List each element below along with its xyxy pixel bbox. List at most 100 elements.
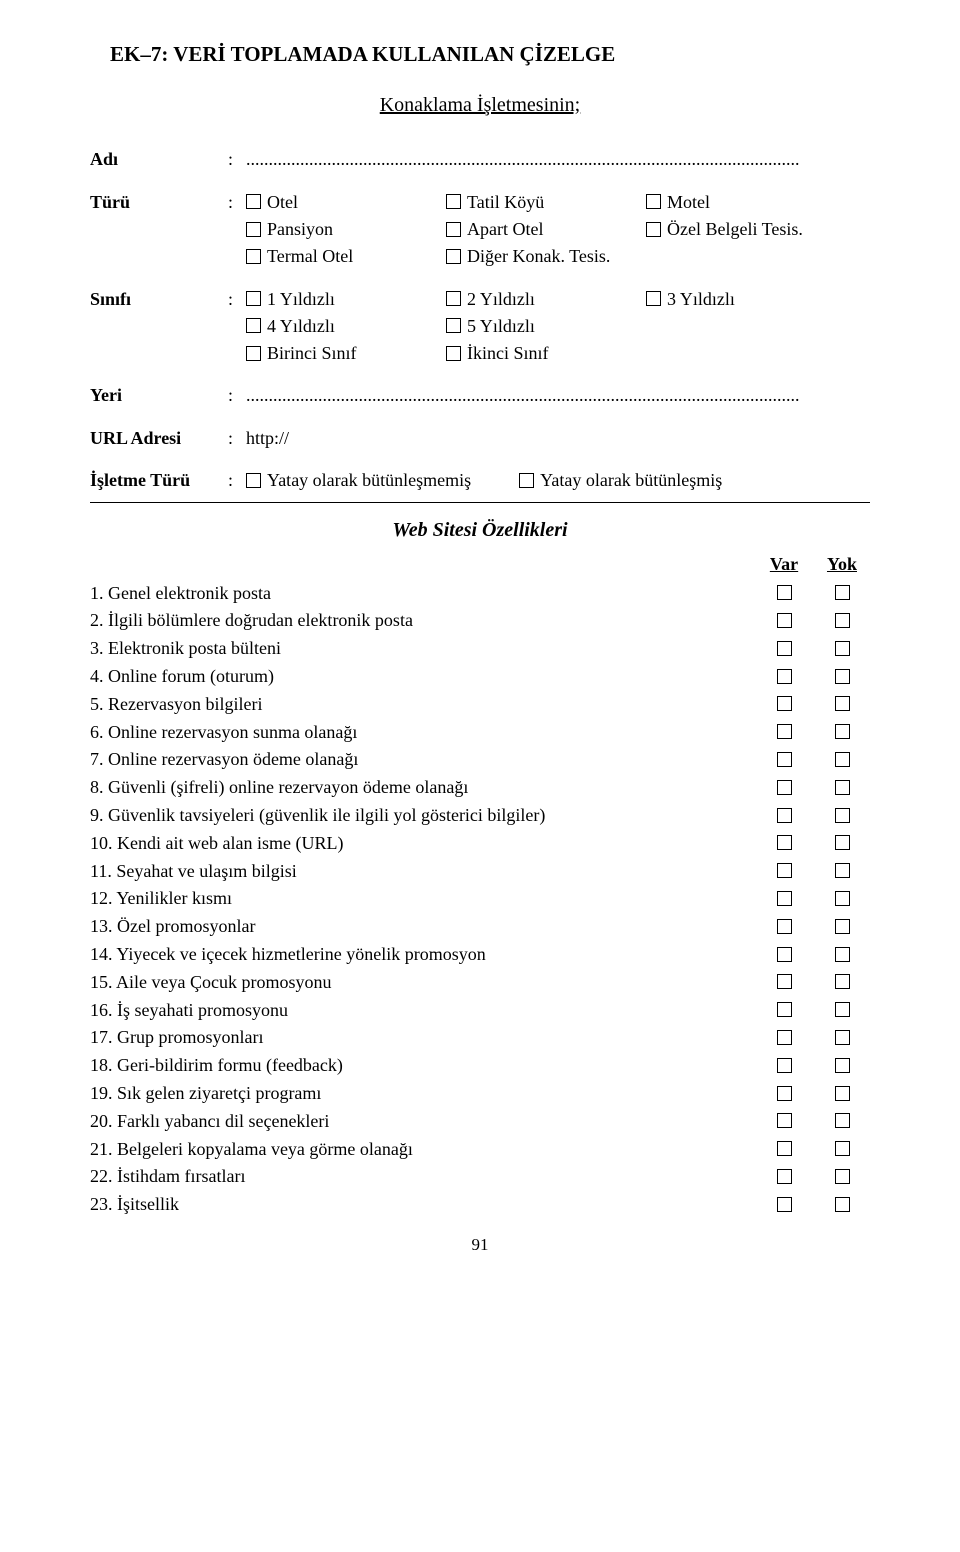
checkbox-icon[interactable] (246, 346, 261, 361)
checkbox-icon[interactable] (835, 1058, 850, 1073)
feature-row: 9. Güvenlik tavsiyeleri (güvenlik ile il… (90, 803, 870, 827)
checkbox-icon[interactable] (246, 194, 261, 209)
checkbox-icon[interactable] (835, 947, 850, 962)
checkbox-icon[interactable] (835, 613, 850, 628)
checkbox-icon[interactable] (835, 696, 850, 711)
checkbox-icon[interactable] (777, 808, 792, 823)
option[interactable]: 3 Yıldızlı (646, 287, 846, 311)
checkbox-icon[interactable] (246, 249, 261, 264)
checkbox-icon[interactable] (777, 947, 792, 962)
option[interactable]: Apart Otel (446, 217, 646, 241)
checkbox-icon[interactable] (777, 1058, 792, 1073)
checkbox-icon[interactable] (519, 473, 534, 488)
checkbox-icon[interactable] (246, 291, 261, 306)
option[interactable]: Otel (246, 190, 446, 214)
option (646, 341, 846, 365)
checkbox-icon[interactable] (835, 1141, 850, 1156)
option[interactable]: 4 Yıldızlı (246, 314, 446, 338)
checkbox-icon[interactable] (835, 1086, 850, 1101)
checkbox-icon[interactable] (835, 724, 850, 739)
checkbox-icon[interactable] (446, 249, 461, 264)
option[interactable]: İkinci Sınıf (446, 341, 646, 365)
checkbox-icon[interactable] (777, 1141, 792, 1156)
option (646, 314, 846, 338)
checkbox-icon[interactable] (835, 891, 850, 906)
option[interactable]: 1 Yıldızlı (246, 287, 446, 311)
option[interactable]: 2 Yıldızlı (446, 287, 646, 311)
checkbox-icon[interactable] (777, 585, 792, 600)
feature-var-cell (754, 1030, 814, 1045)
header-var: Var (754, 552, 814, 576)
page-title: EK–7: VERİ TOPLAMADA KULLANILAN ÇİZELGE (90, 40, 870, 68)
isletme-opt-1[interactable]: Yatay olarak bütünleşmemiş (246, 468, 471, 492)
feature-label: 11. Seyahat ve ulaşım bilgisi (90, 859, 754, 883)
feature-yok-cell (814, 1169, 870, 1184)
checkbox-icon[interactable] (777, 669, 792, 684)
checkbox-icon[interactable] (777, 835, 792, 850)
checkbox-icon[interactable] (835, 1002, 850, 1017)
checkbox-icon[interactable] (246, 222, 261, 237)
checkbox-icon[interactable] (835, 1169, 850, 1184)
value-adi[interactable]: ........................................… (246, 147, 870, 171)
checkbox-icon[interactable] (446, 222, 461, 237)
checkbox-icon[interactable] (835, 752, 850, 767)
feature-row: 3. Elektronik posta bülteni (90, 636, 870, 660)
checkbox-icon[interactable] (777, 1169, 792, 1184)
checkbox-icon[interactable] (777, 641, 792, 656)
option[interactable]: Pansiyon (246, 217, 446, 241)
checkbox-icon[interactable] (646, 194, 661, 209)
checkbox-icon[interactable] (835, 1113, 850, 1128)
checkbox-icon[interactable] (446, 346, 461, 361)
checkbox-icon[interactable] (835, 974, 850, 989)
checkbox-icon[interactable] (246, 318, 261, 333)
checkbox-icon[interactable] (777, 974, 792, 989)
checkbox-icon[interactable] (777, 1030, 792, 1045)
checkbox-icon[interactable] (646, 291, 661, 306)
checkbox-icon[interactable] (777, 613, 792, 628)
checkbox-icon[interactable] (835, 919, 850, 934)
checkbox-icon[interactable] (777, 724, 792, 739)
feature-yok-cell (814, 1113, 870, 1128)
value-url[interactable]: http:// (246, 426, 870, 450)
checkbox-icon[interactable] (777, 919, 792, 934)
feature-yok-cell (814, 974, 870, 989)
checkbox-icon[interactable] (835, 1030, 850, 1045)
option[interactable]: Motel (646, 190, 846, 214)
option[interactable]: Tatil Köyü (446, 190, 646, 214)
checkbox-icon[interactable] (246, 473, 261, 488)
colon: : (228, 287, 246, 366)
value-yeri[interactable]: ........................................… (246, 383, 870, 407)
option[interactable]: Birinci Sınıf (246, 341, 446, 365)
isletme-opt-2[interactable]: Yatay olarak bütünleşmiş (519, 468, 722, 492)
checkbox-icon[interactable] (777, 1002, 792, 1017)
option[interactable]: Termal Otel (246, 244, 446, 268)
checkbox-icon[interactable] (446, 318, 461, 333)
checkbox-icon[interactable] (835, 669, 850, 684)
checkbox-icon[interactable] (777, 1113, 792, 1128)
option[interactable]: 5 Yıldızlı (446, 314, 646, 338)
checkbox-icon[interactable] (835, 808, 850, 823)
feature-row: 22. İstihdam fırsatları (90, 1164, 870, 1188)
checkbox-icon[interactable] (835, 835, 850, 850)
checkbox-icon[interactable] (777, 696, 792, 711)
checkbox-icon[interactable] (835, 863, 850, 878)
checkbox-icon[interactable] (777, 780, 792, 795)
isletme-opt-2-label: Yatay olarak bütünleşmiş (540, 468, 722, 492)
option[interactable]: Özel Belgeli Tesis. (646, 217, 846, 241)
feature-var-cell (754, 808, 814, 823)
feature-yok-cell (814, 808, 870, 823)
checkbox-icon[interactable] (835, 1197, 850, 1212)
checkbox-icon[interactable] (646, 222, 661, 237)
checkbox-icon[interactable] (777, 891, 792, 906)
checkbox-icon[interactable] (835, 780, 850, 795)
checkbox-icon[interactable] (835, 641, 850, 656)
checkbox-icon[interactable] (835, 585, 850, 600)
checkbox-icon[interactable] (446, 291, 461, 306)
checkbox-icon[interactable] (446, 194, 461, 209)
checkbox-icon[interactable] (777, 863, 792, 878)
checkbox-icon[interactable] (777, 1197, 792, 1212)
option[interactable]: Diğer Konak. Tesis. (446, 244, 646, 268)
feature-row: 7. Online rezervasyon ödeme olanağı (90, 747, 870, 771)
checkbox-icon[interactable] (777, 1086, 792, 1101)
checkbox-icon[interactable] (777, 752, 792, 767)
